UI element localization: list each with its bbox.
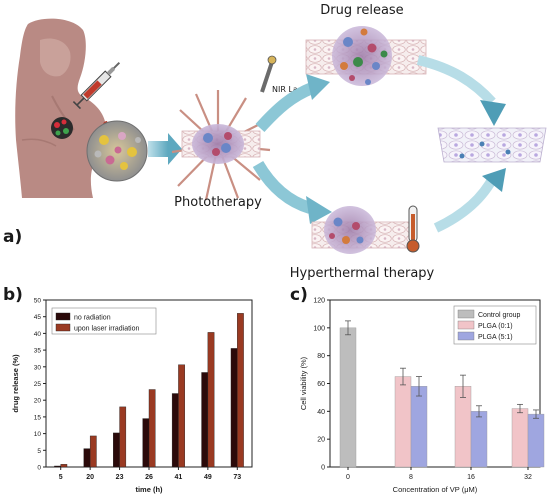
panel-label-a: a) <box>3 227 23 247</box>
phototherapy-label: Phototherapy <box>174 195 262 210</box>
y-tick-label: 25 <box>34 381 42 388</box>
drug-release-label: Drug release <box>320 3 403 18</box>
bar-no-radiation-49 <box>201 372 209 468</box>
arrow-head-hyper-result <box>482 168 506 192</box>
arrow-head-release-result <box>480 100 506 126</box>
panel-label-c: c) <box>290 285 308 305</box>
bar-plga-5-1--16 <box>470 411 488 468</box>
legend-swatch <box>457 320 475 330</box>
bar-plga-5-1--8 <box>410 386 428 468</box>
y-tick-label: 100 <box>313 325 325 332</box>
x-tick-label: 49 <box>204 474 212 481</box>
arrow-to-drug-release <box>255 82 315 133</box>
bar-no-radiation-20 <box>83 448 91 468</box>
x-tick-label: 5 <box>59 474 63 481</box>
arrow-hyper-to-result <box>433 173 499 233</box>
x-tick-label: 73 <box>233 474 241 481</box>
bar-no-radiation-26 <box>142 418 150 468</box>
y-tick-label: 40 <box>34 331 42 338</box>
phototherapy-site <box>171 90 271 201</box>
thermometer-icon <box>406 205 420 253</box>
healed-tissue <box>437 127 547 163</box>
y-axis-label: Cell viability (%) <box>299 356 308 410</box>
bar-no-radiation-23 <box>113 432 120 468</box>
y-axis-label: drug release (%) <box>11 354 20 413</box>
x-tick-label: 23 <box>116 474 124 481</box>
y-tick-label: 35 <box>34 348 42 355</box>
bar-laser-20 <box>89 435 97 468</box>
legend-label: PLGA (5:1) <box>478 334 513 341</box>
x-tick-label: 0 <box>346 474 350 481</box>
y-tick-label: 40 <box>317 409 325 416</box>
legend-swatch <box>55 312 71 321</box>
x-axis-label: time (h) <box>135 485 163 494</box>
patient-silhouette <box>15 18 107 198</box>
legend-swatch <box>457 331 475 341</box>
hyperthermal-label: Hyperthermal therapy <box>290 266 435 281</box>
y-tick-label: 60 <box>317 381 325 388</box>
bar-plga-0-1--32 <box>511 408 529 468</box>
bar-laser-5 <box>60 464 68 468</box>
bar-laser-73 <box>237 313 244 468</box>
x-axis-label: Concentration of VP (μM) <box>393 485 478 494</box>
bar-plga-5-1--32 <box>527 413 545 468</box>
hyperthermal-tissue <box>311 206 413 254</box>
bar-laser-26 <box>148 389 156 468</box>
legend-swatch <box>457 309 475 319</box>
y-tick-label: 0 <box>37 465 41 472</box>
legend-label: Control group <box>478 312 521 319</box>
y-tick-label: 5 <box>37 448 41 455</box>
y-tick-label: 15 <box>34 414 42 421</box>
chart-legend: Control group PLGA (0:1) PLGA (5:1) <box>453 305 537 345</box>
x-tick-label: 16 <box>467 474 475 481</box>
drug-release-chart: 0 5 10 15 20 25 30 35 40 45 50 5 20 23 26 41 49 73 time (h… <box>11 298 253 494</box>
y-tick-label: 45 <box>34 314 42 321</box>
x-tick-label: 32 <box>524 474 532 481</box>
cell-viability-chart: 0 20 40 60 80 100 120 0 8 16 32 Concentration of VP… <box>299 298 545 494</box>
arrow-release-to-result <box>416 55 496 106</box>
bar-no-radiation-5 <box>54 465 61 468</box>
legend-swatch <box>55 323 71 332</box>
bar-laser-49 <box>207 332 215 468</box>
arrow-head-drug-release <box>306 74 330 100</box>
y-tick-label: 80 <box>317 353 325 360</box>
x-tick-label: 41 <box>175 474 183 481</box>
nanoparticle-icon <box>86 120 148 182</box>
bar-laser-23 <box>119 406 127 468</box>
legend-label: no radiation <box>74 315 111 322</box>
therapy-scheme: NIR Laser Phototherapy Drug release <box>15 3 547 281</box>
bar-laser-41 <box>178 364 185 468</box>
bar-plga-0-1--8 <box>394 376 412 468</box>
chart-legend: no radiation upon laser irradiation <box>51 307 157 335</box>
syringe-icon <box>72 61 121 110</box>
drug-release-tissue <box>305 26 427 86</box>
panel-label-b: b) <box>3 285 23 305</box>
bar-no-radiation-41 <box>171 393 179 468</box>
bar-plga-0-1--16 <box>454 386 472 468</box>
bar-control-group-0 <box>339 327 357 468</box>
x-tick-label: 8 <box>409 474 413 481</box>
nir-laser-icon <box>260 55 277 93</box>
nir-laser-label: NIR Laser <box>272 85 311 94</box>
y-tick-label: 30 <box>34 364 42 371</box>
y-tick-label: 50 <box>34 298 42 305</box>
y-tick-label: 120 <box>313 298 325 305</box>
y-tick-label: 0 <box>321 465 325 472</box>
legend-label: PLGA (0:1) <box>478 323 513 330</box>
bar-no-radiation-73 <box>230 348 238 468</box>
x-tick-label: 26 <box>145 474 153 481</box>
arrow-to-phototherapy <box>148 133 182 165</box>
y-tick-label: 20 <box>34 398 42 405</box>
arrow-head-hyperthermia <box>306 196 332 224</box>
arrow-to-hyperthermia <box>252 160 312 214</box>
y-tick-label: 20 <box>317 437 325 444</box>
x-tick-label: 20 <box>86 474 94 481</box>
y-tick-label: 10 <box>34 431 42 438</box>
tumor-marker <box>51 117 73 139</box>
legend-label: upon laser irradiation <box>74 326 139 333</box>
